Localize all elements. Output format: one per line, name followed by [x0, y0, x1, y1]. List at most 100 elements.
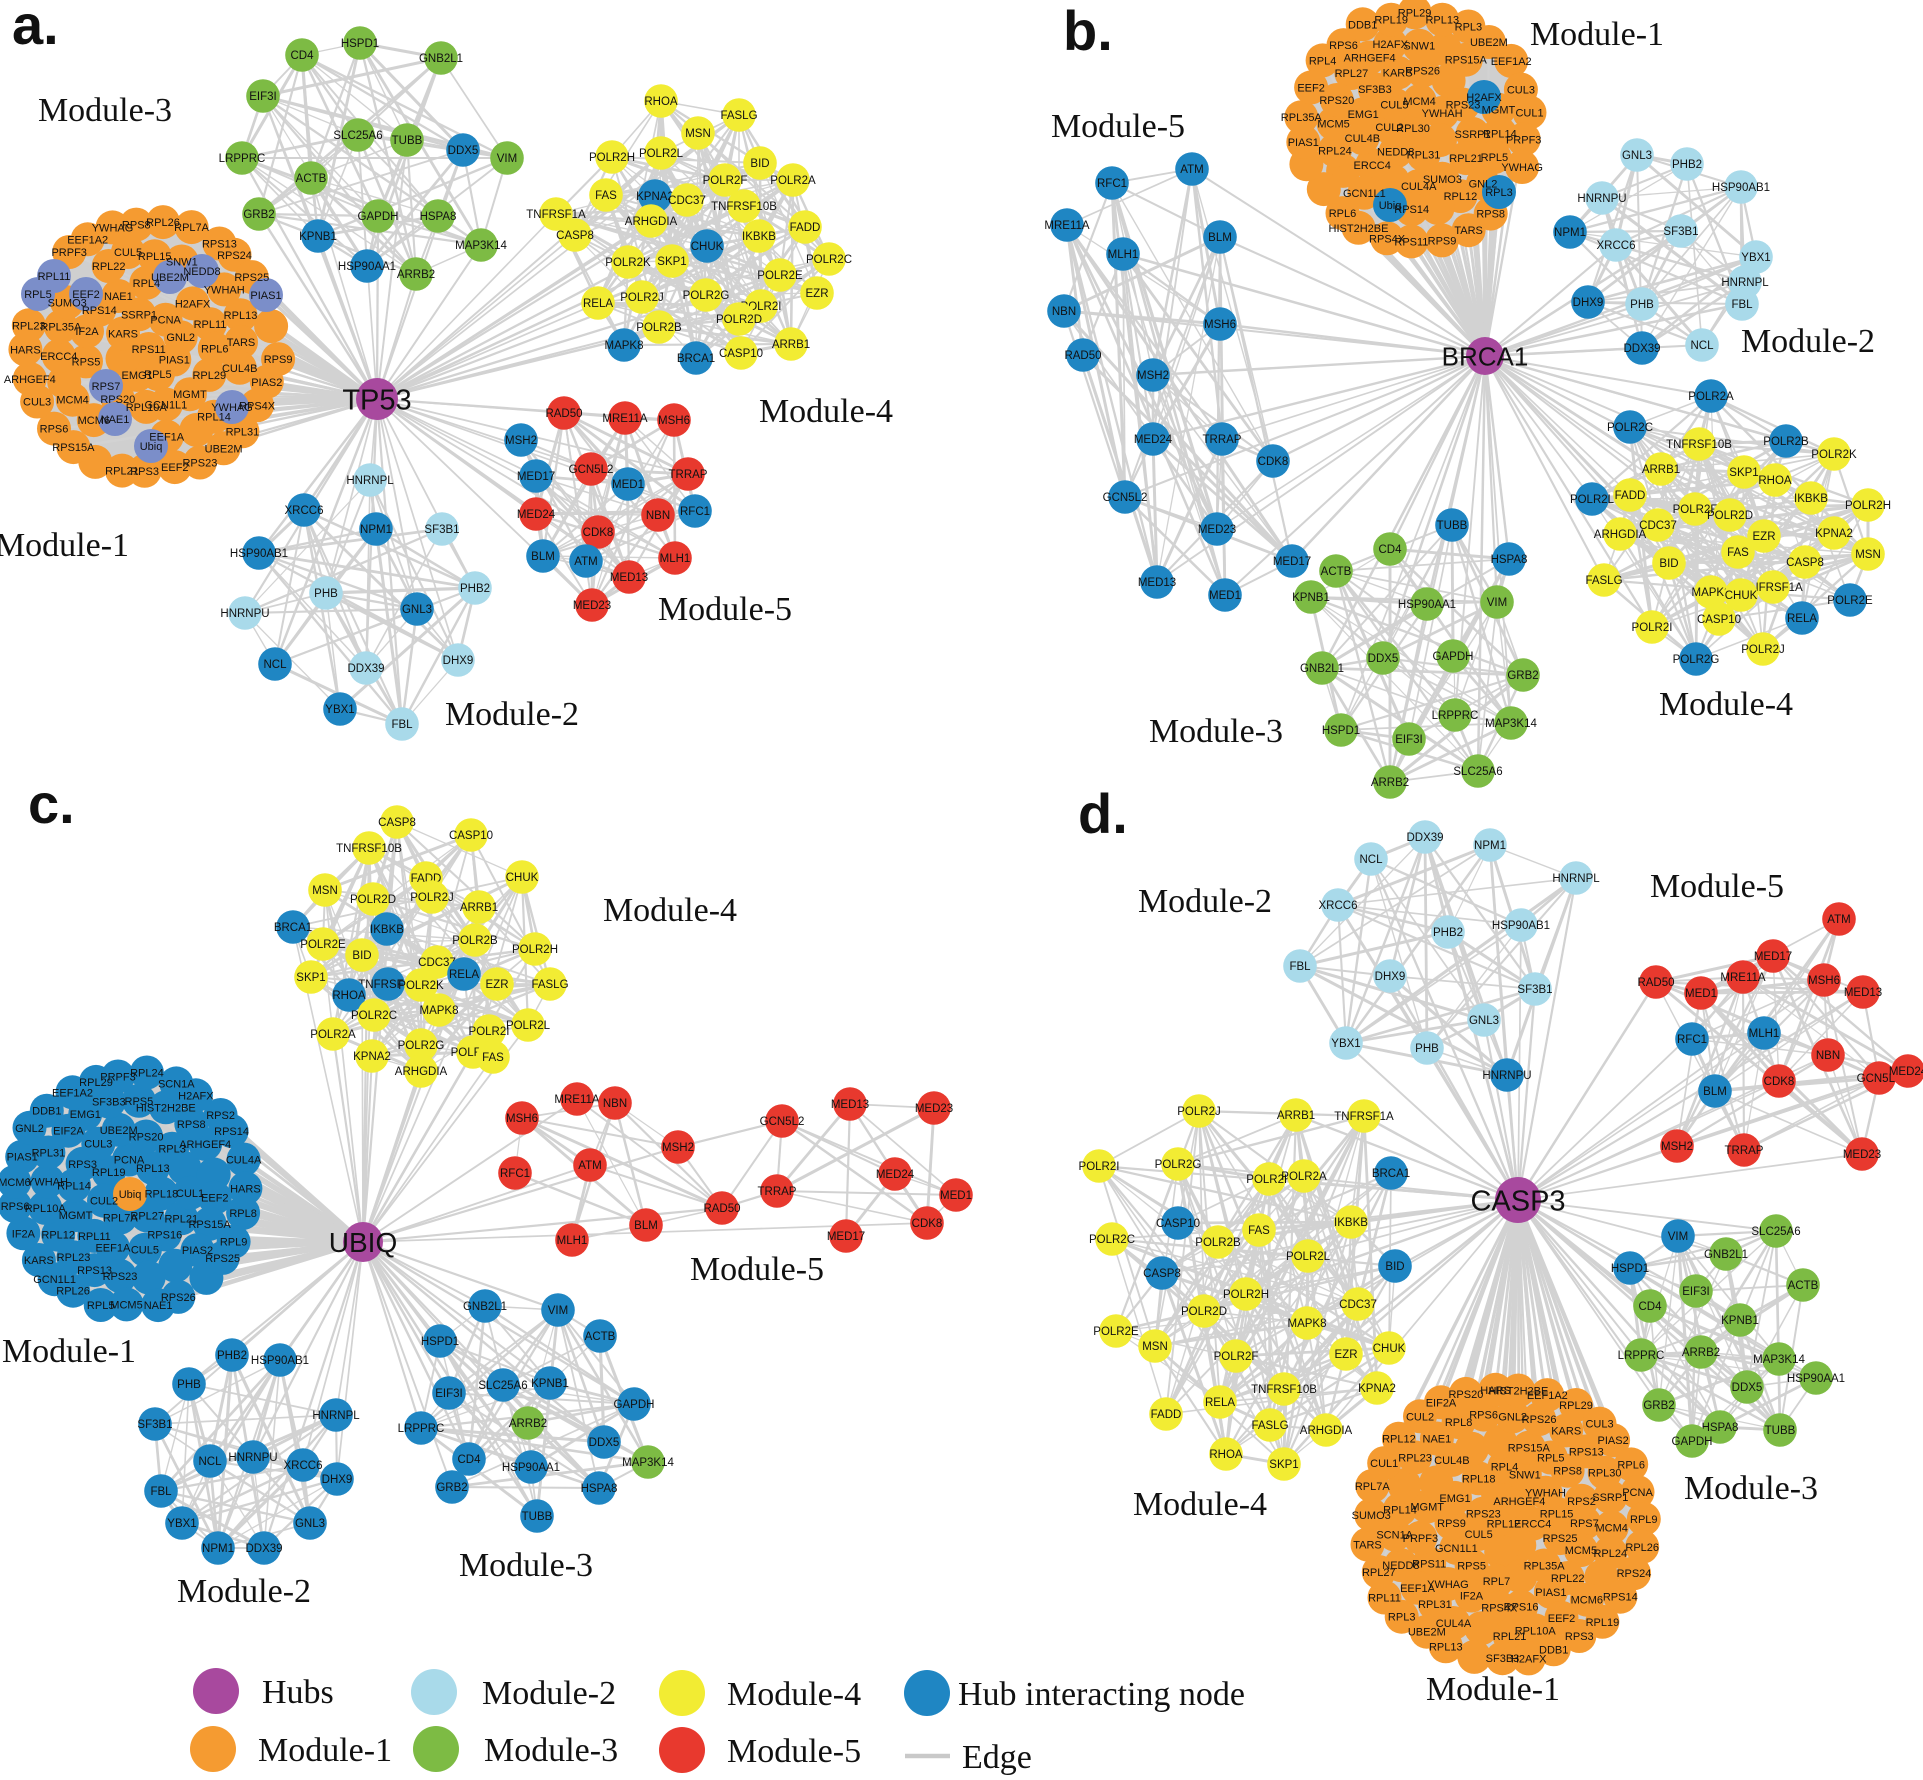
svg-text:PHB: PHB: [1415, 1043, 1439, 1055]
svg-text:EEF2: EEF2: [161, 462, 189, 474]
svg-text:NEDD8: NEDD8: [183, 266, 220, 278]
svg-text:RPL22: RPL22: [1551, 1573, 1585, 1585]
svg-text:POLR2G: POLR2G: [1155, 1159, 1202, 1171]
svg-text:RPL11: RPL11: [194, 319, 227, 331]
svg-text:ERCC4: ERCC4: [40, 351, 77, 363]
svg-text:ARRB2: ARRB2: [1682, 1347, 1720, 1359]
svg-text:EMG1: EMG1: [70, 1109, 101, 1121]
svg-text:CASP10: CASP10: [449, 830, 493, 842]
svg-text:KPNA2: KPNA2: [353, 1051, 391, 1063]
svg-text:Module-4: Module-4: [759, 393, 893, 430]
svg-text:HARS: HARS: [10, 344, 41, 356]
svg-text:MGMT: MGMT: [1482, 105, 1516, 117]
svg-text:TNFRSF1A: TNFRSF1A: [1334, 1111, 1394, 1123]
svg-text:POLR2L: POLR2L: [1570, 494, 1615, 506]
svg-text:TNFRSF10B: TNFRSF10B: [1251, 1384, 1317, 1396]
svg-text:EIF3I: EIF3I: [249, 91, 276, 103]
svg-text:RPL24: RPL24: [1593, 1548, 1627, 1560]
svg-text:POLR2C: POLR2C: [1607, 422, 1653, 434]
svg-text:CDK8: CDK8: [583, 527, 614, 539]
svg-text:FBL: FBL: [150, 1486, 172, 1498]
svg-text:TRRAP: TRRAP: [669, 469, 708, 481]
svg-text:NCL: NCL: [1359, 854, 1383, 866]
svg-text:FADD: FADD: [790, 222, 821, 234]
svg-text:MSH2: MSH2: [662, 1142, 694, 1154]
svg-text:GNL3: GNL3: [1622, 150, 1652, 162]
svg-text:RPL7A: RPL7A: [1355, 1481, 1391, 1493]
svg-text:PHB2: PHB2: [1672, 159, 1702, 171]
svg-text:ARRB1: ARRB1: [1642, 464, 1680, 476]
svg-text:GNL3: GNL3: [295, 1518, 325, 1530]
svg-text:RPS7: RPS7: [1570, 1518, 1599, 1530]
svg-text:CUL4B: CUL4B: [222, 363, 257, 375]
svg-text:RPL11: RPL11: [1368, 1593, 1401, 1605]
svg-text:POLR2A: POLR2A: [310, 1029, 356, 1041]
svg-text:POLR2D: POLR2D: [1181, 1306, 1227, 1318]
svg-text:RPL10A: RPL10A: [25, 1203, 67, 1215]
svg-text:HSPA8: HSPA8: [420, 211, 457, 223]
svg-text:TARS: TARS: [1454, 225, 1483, 237]
svg-text:YWHAG: YWHAG: [1501, 162, 1543, 174]
svg-text:CASP10: CASP10: [1156, 1218, 1200, 1230]
svg-text:POLR2L: POLR2L: [1286, 1251, 1331, 1263]
svg-text:DDB1: DDB1: [1348, 19, 1377, 31]
svg-text:LRPPRC: LRPPRC: [219, 153, 266, 165]
svg-text:RPL8: RPL8: [229, 1208, 257, 1220]
svg-text:KPNB1: KPNB1: [531, 1378, 569, 1390]
svg-text:POLR2E: POLR2E: [1827, 595, 1873, 607]
svg-text:ARRB2: ARRB2: [397, 269, 435, 281]
svg-text:HIST2H2BE: HIST2H2BE: [1329, 223, 1389, 235]
svg-text:ARHGEF4: ARHGEF4: [179, 1139, 231, 1151]
svg-text:MED23: MED23: [1843, 1149, 1881, 1161]
svg-text:SCN1A: SCN1A: [158, 1078, 195, 1090]
svg-text:POLR2H: POLR2H: [1223, 1289, 1269, 1301]
svg-text:FAS: FAS: [1248, 1225, 1270, 1237]
svg-text:NAE1: NAE1: [104, 291, 133, 303]
svg-text:RPL12: RPL12: [1444, 191, 1478, 203]
svg-text:SLC25A6: SLC25A6: [333, 130, 382, 142]
svg-text:EEF1A: EEF1A: [95, 1243, 131, 1255]
svg-text:EZR: EZR: [1753, 531, 1776, 543]
svg-text:CUL4A: CUL4A: [1401, 181, 1437, 193]
svg-text:POLR2K: POLR2K: [1811, 449, 1857, 461]
svg-text:POLR2D: POLR2D: [716, 314, 762, 326]
svg-text:POLR2E: POLR2E: [1093, 1326, 1139, 1338]
svg-text:MED23: MED23: [1198, 524, 1236, 536]
svg-text:Module-2: Module-2: [482, 1675, 616, 1712]
svg-text:YWHAG: YWHAG: [211, 402, 253, 414]
svg-text:RPL13: RPL13: [136, 1163, 170, 1175]
svg-text:EEF1A2: EEF1A2: [1491, 56, 1532, 68]
svg-text:CUL1: CUL1: [1515, 108, 1543, 120]
svg-text:DDX39: DDX39: [245, 1543, 282, 1555]
svg-text:MAPK8: MAPK8: [605, 340, 644, 352]
svg-text:GNL3: GNL3: [402, 604, 432, 616]
svg-text:GRB2: GRB2: [1643, 1400, 1674, 1412]
svg-text:CASP10: CASP10: [1697, 614, 1741, 626]
svg-text:CDK8: CDK8: [1258, 456, 1289, 468]
svg-text:FADD: FADD: [1615, 490, 1646, 502]
svg-text:RPL31: RPL31: [1407, 150, 1441, 162]
svg-text:Module-5: Module-5: [1051, 108, 1185, 145]
svg-text:NCL: NCL: [1690, 340, 1714, 352]
svg-text:Module-1: Module-1: [1530, 16, 1664, 53]
svg-text:IKBKB: IKBKB: [1794, 493, 1828, 505]
svg-text:TUBB: TUBB: [392, 135, 423, 147]
svg-text:RPL23: RPL23: [57, 1252, 91, 1264]
svg-text:MED1: MED1: [1209, 590, 1241, 602]
svg-text:SLC25A6: SLC25A6: [1751, 1226, 1800, 1238]
svg-text:RPS14: RPS14: [1603, 1592, 1638, 1604]
svg-text:FBL: FBL: [391, 719, 413, 731]
svg-text:RPS15A: RPS15A: [1445, 55, 1488, 67]
svg-text:GNL2: GNL2: [166, 332, 195, 344]
svg-text:CUL5: CUL5: [131, 1245, 159, 1257]
svg-text:RPL7A: RPL7A: [174, 222, 210, 234]
svg-text:RPS5: RPS5: [1457, 1561, 1486, 1573]
svg-text:RPS13: RPS13: [77, 1265, 112, 1277]
svg-text:XRCC6: XRCC6: [284, 1460, 323, 1472]
svg-text:SNW1: SNW1: [1509, 1469, 1541, 1481]
svg-text:BRCA1: BRCA1: [1372, 1168, 1410, 1180]
svg-text:Module-5: Module-5: [1650, 868, 1784, 905]
svg-text:RPS2: RPS2: [206, 1110, 235, 1122]
svg-text:RELA: RELA: [583, 298, 613, 310]
svg-text:RPL6: RPL6: [201, 344, 229, 356]
